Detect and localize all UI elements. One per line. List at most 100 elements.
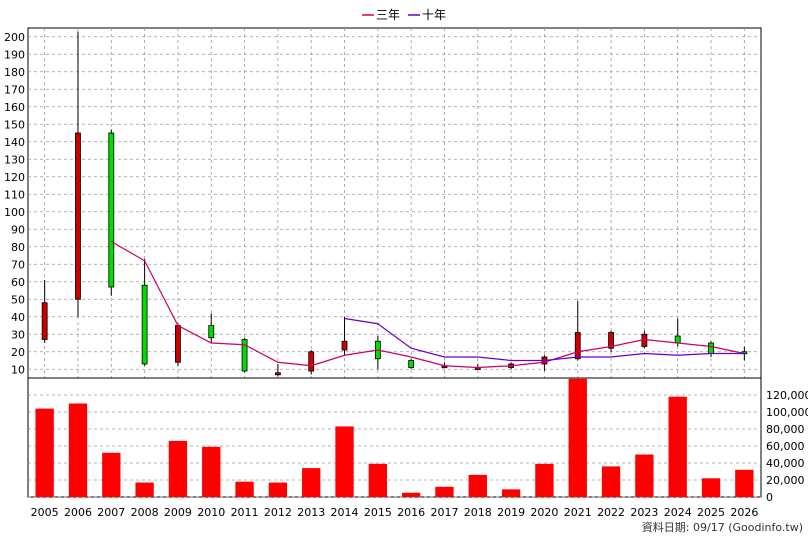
x-tick-label: 2025 bbox=[697, 506, 725, 519]
price-tick-label: 70 bbox=[11, 258, 25, 271]
price-tick-label: 30 bbox=[11, 328, 25, 341]
legend-label-3yr: 三年 bbox=[376, 8, 400, 22]
volume-bar bbox=[501, 489, 521, 497]
x-tick-label: 2015 bbox=[364, 506, 392, 519]
volume-bar bbox=[68, 403, 88, 497]
x-tick-label: 2019 bbox=[497, 506, 525, 519]
price-panel bbox=[27, 27, 762, 379]
volume-bar bbox=[468, 474, 487, 497]
x-tick-label: 2021 bbox=[564, 506, 592, 519]
x-tick-label: 2026 bbox=[730, 506, 758, 519]
x-tick-label: 2008 bbox=[131, 506, 159, 519]
candles bbox=[41, 31, 748, 377]
price-tick-label: 180 bbox=[4, 66, 25, 79]
volume-bar bbox=[701, 478, 721, 497]
candle-body bbox=[574, 332, 581, 360]
candle-body bbox=[75, 132, 81, 300]
ma-line-10yr bbox=[344, 317, 745, 362]
volume-tick-label: 120,000 bbox=[766, 389, 808, 402]
legend: 三年 十年 bbox=[362, 8, 446, 22]
volume-bar bbox=[35, 408, 54, 497]
volume-bars bbox=[35, 378, 754, 497]
volume-bar bbox=[435, 486, 454, 497]
volume-bar bbox=[302, 468, 321, 497]
candle-body bbox=[41, 302, 48, 340]
price-tick-label: 20 bbox=[11, 346, 25, 359]
x-tick-label: 2022 bbox=[597, 506, 625, 519]
x-tick-label: 2018 bbox=[464, 506, 492, 519]
volume-bar bbox=[535, 463, 554, 497]
volume-bar bbox=[168, 440, 188, 497]
volume-y-axis: 0 20,000 40,000 60,000 80,000 100,000 120,000 bbox=[766, 389, 808, 504]
candle-body bbox=[708, 342, 714, 354]
volume-bar bbox=[735, 469, 754, 497]
candle-body bbox=[141, 284, 148, 365]
price-tick-label: 130 bbox=[4, 153, 25, 166]
price-tick-label: 110 bbox=[4, 188, 25, 201]
x-tick-label: 2023 bbox=[630, 506, 658, 519]
x-tick-label: 2013 bbox=[297, 506, 325, 519]
candle-body bbox=[241, 339, 248, 372]
x-tick-label: 2009 bbox=[164, 506, 192, 519]
candle-body bbox=[274, 372, 281, 376]
candle-body bbox=[175, 325, 181, 363]
volume-bar bbox=[668, 396, 687, 497]
volume-tick-label: 0 bbox=[766, 491, 773, 504]
x-tick-label: 2020 bbox=[530, 506, 558, 519]
price-tick-label: 170 bbox=[4, 83, 25, 96]
volume-bar bbox=[401, 492, 421, 497]
volume-grid bbox=[28, 394, 761, 498]
volume-tick-label: 100,000 bbox=[766, 406, 808, 419]
price-tick-label: 90 bbox=[11, 223, 25, 236]
x-tick-label: 2024 bbox=[664, 506, 692, 519]
candle-body bbox=[608, 332, 614, 349]
price-tick-label: 120 bbox=[4, 171, 25, 184]
candle-body bbox=[341, 340, 348, 351]
volume-bar bbox=[635, 454, 654, 497]
x-tick-label: 2005 bbox=[31, 506, 59, 519]
volume-bar bbox=[368, 463, 388, 497]
volume-tick-label: 80,000 bbox=[766, 423, 805, 436]
volume-bar bbox=[335, 426, 354, 497]
ma-line-3yr bbox=[110, 240, 745, 369]
candle-body bbox=[308, 351, 315, 372]
price-tick-label: 50 bbox=[11, 293, 25, 306]
volume-tick-label: 40,000 bbox=[766, 457, 805, 470]
volume-tick-label: 20,000 bbox=[766, 474, 805, 487]
price-tick-label: 160 bbox=[4, 101, 25, 114]
volume-bar bbox=[568, 378, 587, 497]
volume-bar bbox=[601, 466, 621, 497]
volume-bar bbox=[102, 452, 121, 497]
price-tick-label: 60 bbox=[11, 276, 25, 289]
footer-date: 資料日期: 09/17 (Goodinfo.tw) bbox=[642, 520, 803, 534]
candle-body bbox=[208, 325, 215, 339]
price-tick-label: 150 bbox=[4, 118, 25, 131]
price-y-axis: 10 20 30 40 50 60 70 80 90 100 110 120 130 140 150 160 1… bbox=[4, 31, 25, 377]
candle-body bbox=[408, 360, 415, 368]
price-tick-label: 100 bbox=[4, 206, 25, 219]
price-tick-label: 200 bbox=[4, 31, 25, 44]
candle-body bbox=[674, 335, 681, 344]
legend-label-10yr: 十年 bbox=[422, 8, 446, 22]
x-tick-label: 2014 bbox=[331, 506, 359, 519]
volume-bar bbox=[268, 482, 288, 497]
x-axis: 2005 2006 2007 2008 2009 2010 2011 2012 2013 2014… bbox=[31, 506, 759, 519]
candle-body bbox=[108, 132, 115, 288]
x-tick-label: 2006 bbox=[64, 506, 92, 519]
volume-bar bbox=[135, 482, 154, 497]
x-tick-label: 2011 bbox=[231, 506, 259, 519]
price-tick-label: 40 bbox=[11, 311, 25, 324]
price-grid bbox=[28, 28, 761, 378]
volume-bar bbox=[202, 446, 221, 497]
price-tick-label: 10 bbox=[11, 363, 25, 376]
volume-bar bbox=[235, 481, 254, 497]
x-tick-label: 2007 bbox=[97, 506, 125, 519]
price-tick-label: 80 bbox=[11, 241, 25, 254]
x-tick-label: 2012 bbox=[264, 506, 292, 519]
volume-tick-label: 60,000 bbox=[766, 440, 805, 453]
price-tick-label: 140 bbox=[4, 136, 25, 149]
x-tick-label: 2017 bbox=[430, 506, 458, 519]
moving-average-lines bbox=[110, 240, 745, 369]
price-tick-label: 190 bbox=[4, 48, 25, 61]
